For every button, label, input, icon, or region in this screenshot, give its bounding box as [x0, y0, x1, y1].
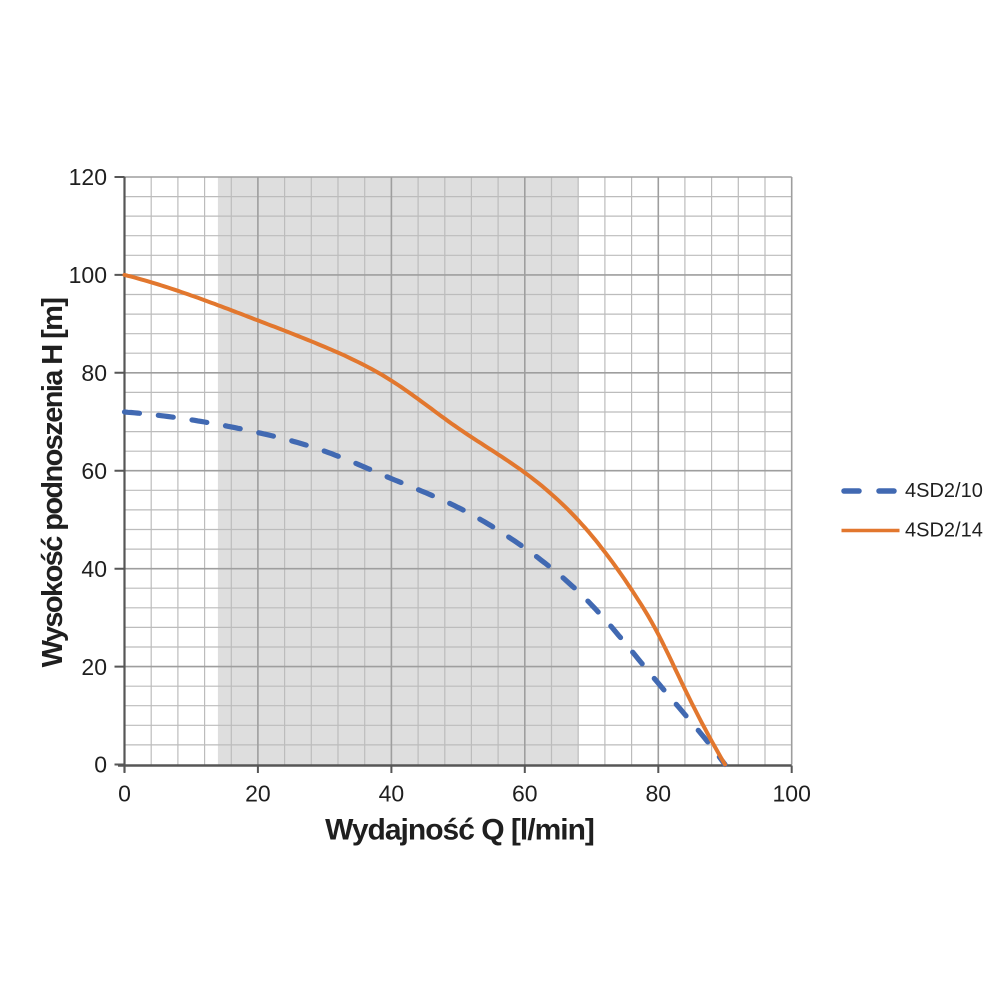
svg-text:20: 20: [81, 654, 107, 680]
svg-text:120: 120: [69, 164, 107, 190]
svg-text:0: 0: [118, 781, 131, 807]
svg-text:Wydajność Q [l/min]: Wydajność Q [l/min]: [325, 814, 594, 847]
svg-text:20: 20: [245, 781, 271, 807]
svg-text:60: 60: [81, 458, 107, 484]
svg-text:4SD2/10: 4SD2/10: [905, 480, 983, 502]
svg-text:0: 0: [94, 752, 107, 778]
svg-text:100: 100: [69, 262, 107, 288]
svg-text:60: 60: [512, 781, 538, 807]
svg-text:40: 40: [81, 556, 107, 582]
svg-text:40: 40: [379, 781, 405, 807]
svg-text:80: 80: [81, 360, 107, 386]
svg-text:80: 80: [646, 781, 672, 807]
svg-text:100: 100: [773, 781, 811, 807]
svg-text:Wysokość podnoszenia H [m]: Wysokość podnoszenia H [m]: [37, 298, 69, 668]
svg-text:4SD2/14: 4SD2/14: [905, 520, 983, 542]
